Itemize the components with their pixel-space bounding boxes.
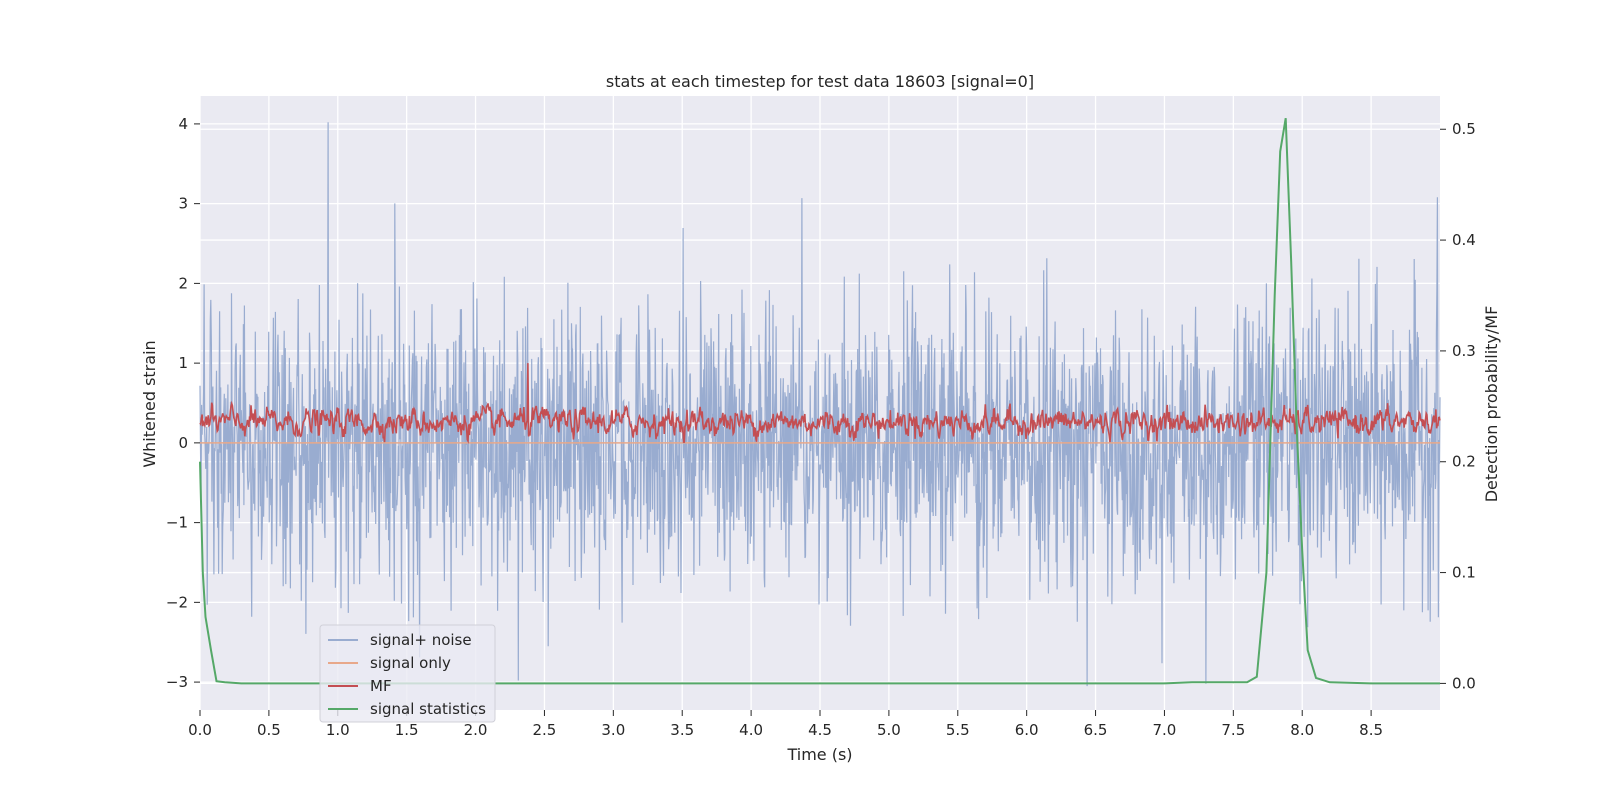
legend-label-noise: signal+ noise (370, 631, 472, 649)
x-tick-label: 6.0 (1015, 721, 1039, 739)
y2-tick-label: 0.0 (1452, 674, 1476, 692)
x-tick-label: 7.0 (1153, 721, 1177, 739)
y-tick-label: 1 (178, 354, 188, 372)
y-tick-label: 4 (178, 115, 188, 133)
legend-box (319, 624, 496, 723)
y2-axis-label: Detection probability/MF (1482, 306, 1501, 503)
x-tick-label: 3.5 (670, 721, 694, 739)
x-tick-label: 4.5 (808, 721, 832, 739)
x-tick-label: 5.5 (946, 721, 970, 739)
series-layer (199, 118, 1441, 687)
legend: signal+ noise signal only MF signal stat… (319, 624, 496, 723)
x-tick-label: 5.0 (877, 721, 901, 739)
y2-tick-label: 0.5 (1452, 120, 1476, 138)
series-signal-statistics-line (199, 118, 1440, 685)
y-tick-label: 3 (178, 195, 188, 213)
chart-title: stats at each timestep for test data 186… (606, 72, 1034, 91)
y-tick-label: −2 (166, 593, 188, 611)
legend-label-signal-only: signal only (370, 654, 451, 672)
x-tick-label: 2.0 (464, 721, 488, 739)
x-tick-label: 1.5 (395, 721, 419, 739)
y2-tick-label: 0.3 (1452, 342, 1476, 360)
legend-label-mf: MF (370, 677, 392, 695)
series-mf-line (199, 363, 1441, 444)
legend-label-stats: signal statistics (370, 700, 486, 718)
y2-tick-label: 0.1 (1452, 564, 1476, 582)
series-signal-noise-line (199, 122, 1441, 687)
x-tick-label: 1.0 (326, 721, 350, 739)
x-tick-label: 6.5 (1084, 721, 1108, 739)
x-tick-label: 0.5 (257, 721, 281, 739)
y2-tick-label: 0.4 (1452, 231, 1476, 249)
y-tick-label: 2 (178, 274, 188, 292)
ticks-layer: 0.0 0.5 1.0 1.5 2.0 2.5 3.0 3.5 4.0 4.5 5.0 5.5 6.0 6… (166, 115, 1476, 739)
x-tick-label: 3.0 (601, 721, 625, 739)
x-tick-label: 4.0 (739, 721, 763, 739)
x-tick-label: 0.0 (188, 721, 212, 739)
y-tick-label: −1 (166, 514, 188, 532)
y-tick-label: 0 (178, 434, 188, 452)
x-tick-label: 8.5 (1359, 721, 1383, 739)
y-tick-label: −3 (166, 673, 188, 691)
x-tick-label: 8.0 (1290, 721, 1314, 739)
y2-tick-label: 0.2 (1452, 453, 1476, 471)
x-axis-label: Time (s) (786, 745, 852, 764)
y-axis-label: Whitened strain (140, 340, 159, 467)
x-tick-label: 7.5 (1221, 721, 1245, 739)
x-tick-label: 2.5 (533, 721, 557, 739)
